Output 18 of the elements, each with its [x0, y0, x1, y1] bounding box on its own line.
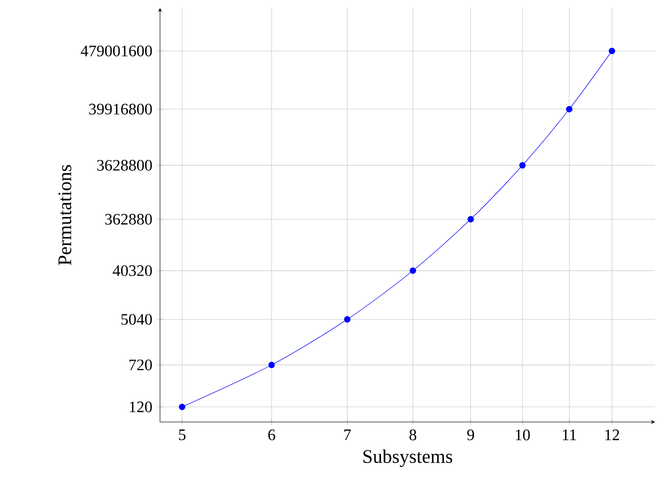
y-tick-label: 120: [130, 401, 152, 412]
y-tick-label: 479001600: [80, 46, 152, 56]
x-tick-label: 12: [605, 430, 620, 440]
y-axis-title: Permutations: [58, 165, 72, 266]
x-tick-label: 11: [562, 430, 576, 440]
x-tick-label: 10: [516, 430, 530, 440]
x-axis-title: Subsystems: [363, 449, 452, 467]
x-tick-label: 9: [467, 430, 474, 440]
x-tick-label: 8: [409, 430, 416, 440]
x-tick-label: 7: [344, 430, 351, 440]
y-tick-label: 3628800: [97, 160, 152, 171]
y-tick-label: 40320: [112, 265, 152, 276]
x-tick-label: 6: [268, 430, 276, 440]
y-tick-label: 39916800: [89, 104, 152, 115]
y-tick-label: 720: [130, 360, 152, 370]
y-tick-label: 362880: [105, 214, 152, 225]
x-tick-label: 5: [179, 430, 186, 440]
y-tick-label: 5040: [121, 314, 152, 325]
